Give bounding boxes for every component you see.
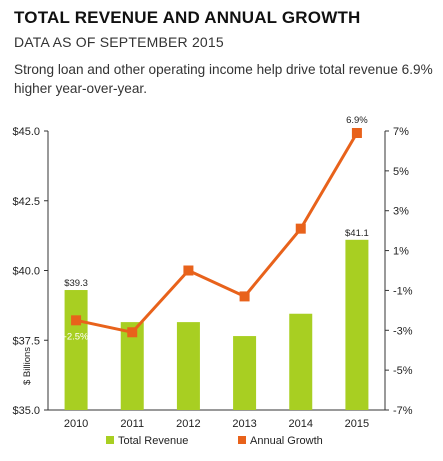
growth-marker	[71, 315, 82, 326]
legend-swatch	[106, 436, 114, 444]
right-axis-tick-label: 7%	[393, 126, 409, 138]
x-axis-tick-label: 2011	[120, 418, 144, 430]
revenue-data-label: $41.1	[345, 228, 369, 239]
chart-description: Strong loan and other operating income h…	[14, 62, 433, 96]
left-axis-tick-label: $35.0	[12, 405, 40, 417]
revenue-bar	[345, 239, 369, 410]
growth-data-label: -2.5%	[64, 331, 89, 342]
chart-title: TOTAL REVENUE AND ANNUAL GROWTH	[14, 8, 361, 27]
growth-data-label: 6.9%	[346, 115, 368, 126]
legend-label: Total Revenue	[118, 435, 188, 447]
revenue-bar	[233, 336, 257, 410]
left-axis-tick-label: $40.0	[12, 266, 40, 278]
revenue-bar	[120, 322, 144, 410]
growth-marker	[239, 291, 250, 302]
right-axis-tick-label: 1%	[393, 246, 409, 258]
right-axis-tick-label: 5%	[393, 166, 409, 178]
legend-label: Annual Growth	[250, 435, 323, 447]
right-axis-tick-label: -5%	[393, 365, 413, 377]
growth-line	[75, 132, 359, 334]
growth-marker	[183, 265, 194, 276]
right-axis-tick-label: -7%	[393, 405, 413, 417]
x-axis-tick-label: 2013	[232, 418, 256, 430]
x-axis-tick-label: 2010	[64, 418, 88, 430]
y-axis-title: $ Billions	[22, 347, 33, 385]
x-axis-tick-label: 2014	[289, 418, 313, 430]
revenue-bar	[176, 322, 200, 410]
x-axis-tick-label: 2015	[345, 418, 369, 430]
growth-marker	[351, 127, 362, 138]
growth-marker	[295, 223, 306, 234]
growth-marker	[127, 327, 138, 338]
right-axis-tick-label: -1%	[393, 285, 413, 297]
left-axis-tick-label: $37.5	[12, 335, 40, 347]
left-axis-tick-label: $45.0	[12, 126, 40, 138]
revenue-data-label: $39.3	[64, 278, 88, 289]
chart-subtitle: DATA AS OF SEPTEMBER 2015	[14, 34, 224, 50]
revenue-bar	[289, 313, 313, 410]
right-axis-tick-label: -3%	[393, 325, 413, 337]
right-axis-tick-label: 3%	[393, 206, 409, 218]
legend-swatch	[238, 436, 246, 444]
revenue-bar	[64, 290, 88, 410]
x-axis-tick-label: 2012	[176, 418, 200, 430]
left-axis-tick-label: $42.5	[12, 196, 40, 208]
